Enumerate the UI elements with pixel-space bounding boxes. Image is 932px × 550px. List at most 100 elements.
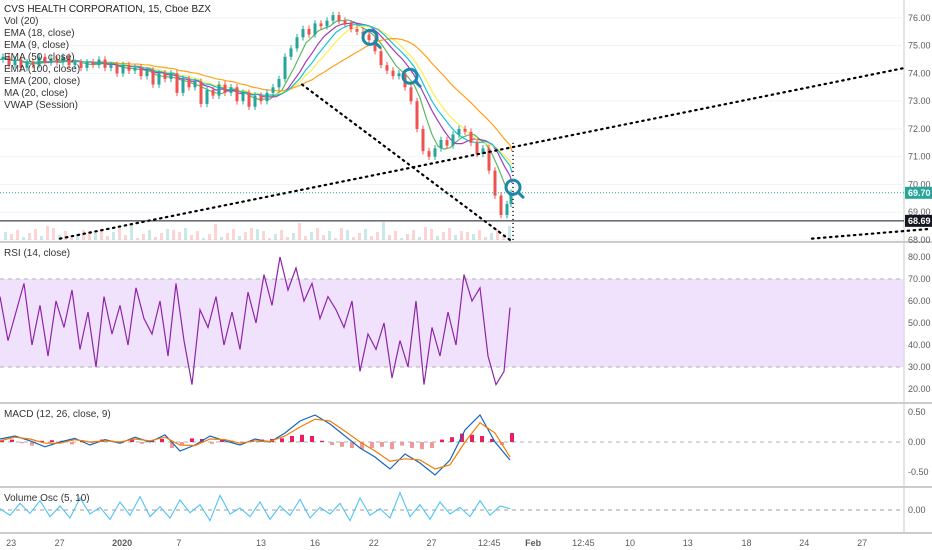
- rsi-title[interactable]: RSI (14, close): [4, 248, 70, 259]
- volume-bar: [52, 228, 55, 240]
- candle-body: [391, 70, 395, 77]
- candle-body: [493, 170, 497, 196]
- main-pane[interactable]: 76.00 75.00 74.00 73.00 72.00 71.00 70.00 69.00…: [0, 11, 932, 245]
- candle-body: [337, 15, 341, 21]
- volume-bar: [238, 236, 241, 240]
- candle-body: [175, 73, 179, 93]
- candle-body: [25, 62, 29, 68]
- volume-bar: [274, 234, 277, 240]
- volume-osc-title[interactable]: Volume Osc (5, 10): [4, 493, 90, 504]
- volume-bar: [376, 232, 379, 240]
- volume-bar: [484, 237, 487, 240]
- volume-bar: [370, 236, 373, 240]
- macd-histogram-bar: [330, 442, 334, 445]
- volume-bar: [280, 230, 283, 240]
- volume-bar: [82, 230, 85, 240]
- macd-histogram-bar: [480, 436, 484, 442]
- macd-histogram-bar: [140, 442, 144, 444]
- volume-bar: [22, 237, 25, 240]
- macd-histogram-bar: [510, 433, 514, 442]
- volume-bar: [190, 235, 193, 240]
- volume-bar: [142, 234, 145, 240]
- candle-body: [355, 28, 359, 32]
- candle-body: [223, 84, 227, 93]
- volume-bar: [202, 238, 205, 240]
- legend-vwap[interactable]: VWAP (Session): [4, 100, 78, 111]
- candle-body: [283, 56, 287, 79]
- volume-bar: [184, 228, 187, 240]
- candle-body: [85, 62, 89, 68]
- price-tag-label: 69.70: [908, 188, 931, 198]
- volume-osc-pane[interactable]: 0.00: [0, 491, 926, 522]
- macd-histogram-bar: [10, 439, 14, 442]
- volume-bar: [124, 235, 127, 240]
- candle-body: [457, 128, 461, 135]
- vol-osc-tick-label: 0.00: [908, 505, 926, 515]
- macd-line: [0, 414, 511, 476]
- candle-body: [19, 59, 23, 68]
- legend-ma20[interactable]: MA (20, close): [4, 88, 68, 99]
- candle-body: [235, 87, 239, 102]
- magnifier-marker-handle: [413, 79, 422, 88]
- volume-bar: [400, 238, 403, 240]
- legend-ema50[interactable]: EMA (50, close): [4, 52, 75, 63]
- time-tick-label: 16: [310, 538, 320, 548]
- volume-bar: [298, 223, 301, 240]
- macd-histogram-bar: [300, 434, 304, 442]
- candle-body: [97, 59, 101, 66]
- legend-ema100[interactable]: EMA (100, close): [4, 64, 80, 75]
- volume-bar: [388, 235, 391, 240]
- time-tick-label: 23: [6, 538, 16, 548]
- volume-bar: [94, 233, 97, 240]
- volume-bar: [250, 228, 253, 240]
- price-tick-label: 70.00: [908, 179, 931, 189]
- candle-body: [193, 81, 197, 88]
- rsi-band: [0, 279, 904, 367]
- candle-body: [439, 140, 443, 149]
- volume-bar: [262, 231, 265, 240]
- legend-ema200[interactable]: EMA (200, close): [4, 76, 80, 87]
- price-tag-label: 68.69: [908, 216, 931, 226]
- macd-title[interactable]: MACD (12, 26, close, 9): [4, 409, 111, 420]
- time-tick-label: 12:45: [572, 538, 595, 548]
- volume-bar: [160, 233, 163, 240]
- candle-body: [301, 28, 305, 38]
- candle-body: [121, 65, 125, 74]
- rsi-pane[interactable]: 80.00 70.00 60.00 50.00 40.00 30.00 20.00: [0, 252, 931, 394]
- macd-histogram-bar: [450, 437, 454, 442]
- candle-body: [307, 28, 311, 35]
- volume-bar: [16, 230, 19, 240]
- price-tick-label: 71.00: [908, 152, 931, 162]
- rsi-tick-label: 80.00: [908, 252, 931, 262]
- time-tick-label: Feb: [525, 538, 542, 548]
- macd-histogram-bar: [460, 433, 464, 442]
- legend-ema18[interactable]: EMA (18, close): [4, 28, 75, 39]
- volume-bar: [172, 230, 175, 240]
- macd-pane[interactable]: 0.50 0.00 -0.50: [0, 407, 929, 477]
- volume-bar: [214, 224, 217, 240]
- volume-bar: [40, 236, 43, 240]
- volume-bar: [28, 233, 31, 240]
- volume-bar: [256, 229, 259, 240]
- price-tick-label: 72.00: [908, 124, 931, 134]
- volume-bar: [88, 231, 91, 240]
- price-tag-bg: [905, 214, 932, 227]
- candle-body: [49, 59, 53, 63]
- legend-ema9[interactable]: EMA (9, close): [4, 40, 69, 51]
- price-tick-label: 76.00: [908, 13, 931, 23]
- volume-bar: [286, 237, 289, 240]
- legend-vol[interactable]: Vol (20): [4, 16, 38, 27]
- macd-histogram-bar: [420, 442, 424, 450]
- volume-bar: [292, 233, 295, 240]
- trendline: [300, 83, 512, 242]
- candle-body: [1, 56, 5, 60]
- macd-histogram-bar: [190, 438, 194, 442]
- price-tick-label: 68.00: [908, 235, 931, 245]
- macd-histogram-bar: [130, 439, 134, 442]
- time-tick-label: 2020: [112, 538, 132, 548]
- volume-bar: [412, 230, 415, 240]
- time-tick-label: 27: [857, 538, 867, 548]
- time-tick-label: 22: [369, 538, 379, 548]
